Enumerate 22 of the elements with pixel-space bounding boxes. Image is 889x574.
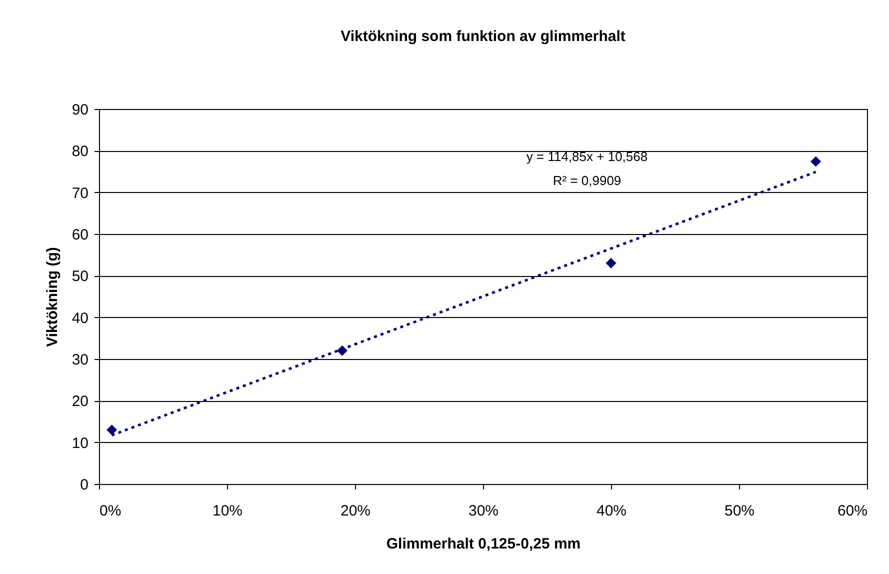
x-tick-label: 50% (724, 502, 755, 520)
x-axis-title: Glimmerhalt 0,125-0,25 mm (386, 536, 581, 552)
x-tick-label: 60% (837, 502, 868, 520)
x-tick-label: 0% (100, 502, 122, 520)
y-tick-label: 10 (72, 434, 88, 452)
y-tick-label: 80 (72, 143, 88, 160)
y-tick-label: 30 (72, 352, 88, 368)
x-tick-label: 30% (468, 502, 499, 520)
annotation: y = 114,85x + 10,568 (526, 149, 648, 164)
x-tick-label: 10% (212, 502, 243, 520)
y-tick-label: 20 (72, 393, 88, 410)
y-tick-label: 70 (72, 184, 88, 202)
y-tick-label: 40 (72, 310, 88, 327)
x-tick-label: 20% (340, 502, 371, 520)
y-tick-label: 50 (72, 268, 88, 286)
chart-title: Viktökning som funktion av glimmerhalt (340, 28, 626, 45)
y-tick-label: 0 (80, 476, 88, 494)
y-axis-title: Viktökning (g) (44, 247, 61, 347)
y-tick-label: 60 (72, 226, 88, 244)
y-tick-label: 90 (72, 102, 88, 118)
x-tick-label: 40% (596, 502, 627, 520)
annotation: R² = 0,9909 (552, 173, 622, 188)
